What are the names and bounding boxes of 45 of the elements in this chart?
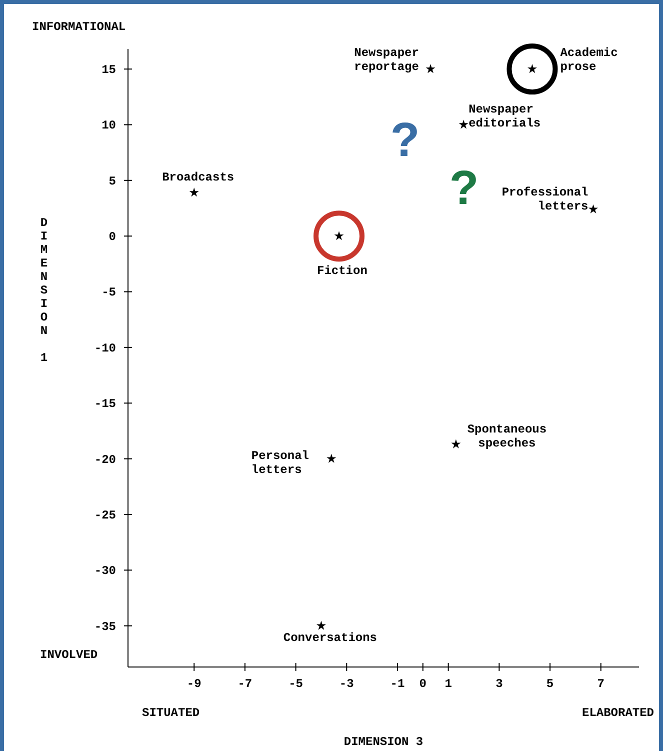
annotation: ? <box>390 114 420 167</box>
annotation: Newspaper reportage <box>354 46 419 74</box>
x-tick-label: 1 <box>444 677 452 691</box>
text: INVOLVED <box>40 648 98 662</box>
text: INFORMATIONAL <box>32 20 126 34</box>
point <box>451 439 461 448</box>
y-tick-label: -35 <box>94 620 116 634</box>
point <box>426 64 436 74</box>
text: DIMENSION 1 <box>40 216 48 365</box>
annotation: Fiction <box>317 264 368 278</box>
x-tick-label: -3 <box>339 677 354 691</box>
y-tick-label: 0 <box>108 230 116 244</box>
x-tick-label: 0 <box>419 677 427 691</box>
y-tick-label: -15 <box>94 397 116 412</box>
y-tick-label: 5 <box>108 174 116 188</box>
annotation: Conversations <box>283 630 378 645</box>
point <box>326 454 336 463</box>
annotation: Academic prose <box>560 46 618 74</box>
x-tick-label: -7 <box>238 677 252 691</box>
annotation: Broadcasts <box>162 170 234 185</box>
y-tick-label: -10 <box>94 341 116 356</box>
annotation: Spontaneous speeches <box>467 422 547 450</box>
y-tick-label: -30 <box>94 564 116 578</box>
y-tick-label: -20 <box>94 452 116 467</box>
point <box>458 120 468 129</box>
point <box>588 204 598 214</box>
x-tick-label: -9 <box>186 677 202 691</box>
annotation: Personal letters <box>251 448 309 477</box>
point <box>316 620 326 630</box>
x-tick-label: 5 <box>546 677 554 691</box>
x-axis-title: DIMENSION 3 <box>344 735 424 749</box>
y-tick-label: -25 <box>94 508 116 522</box>
point <box>189 188 199 197</box>
x-tick-label: 7 <box>597 677 604 691</box>
annotation: Professional letters <box>502 185 588 214</box>
y-tick-label: 15 <box>102 63 116 78</box>
annotation: ? <box>449 162 479 215</box>
x-tick-label: 3 <box>496 677 503 691</box>
text: SITUATED <box>142 706 200 720</box>
annotation: Newspaper editorials <box>468 102 541 131</box>
y-tick-label: 10 <box>102 118 116 133</box>
text: ELABORATED <box>582 706 654 720</box>
y-tick-label: -5 <box>102 286 116 300</box>
x-tick-label: -1 <box>390 677 405 691</box>
x-tick-label: -5 <box>288 677 303 691</box>
